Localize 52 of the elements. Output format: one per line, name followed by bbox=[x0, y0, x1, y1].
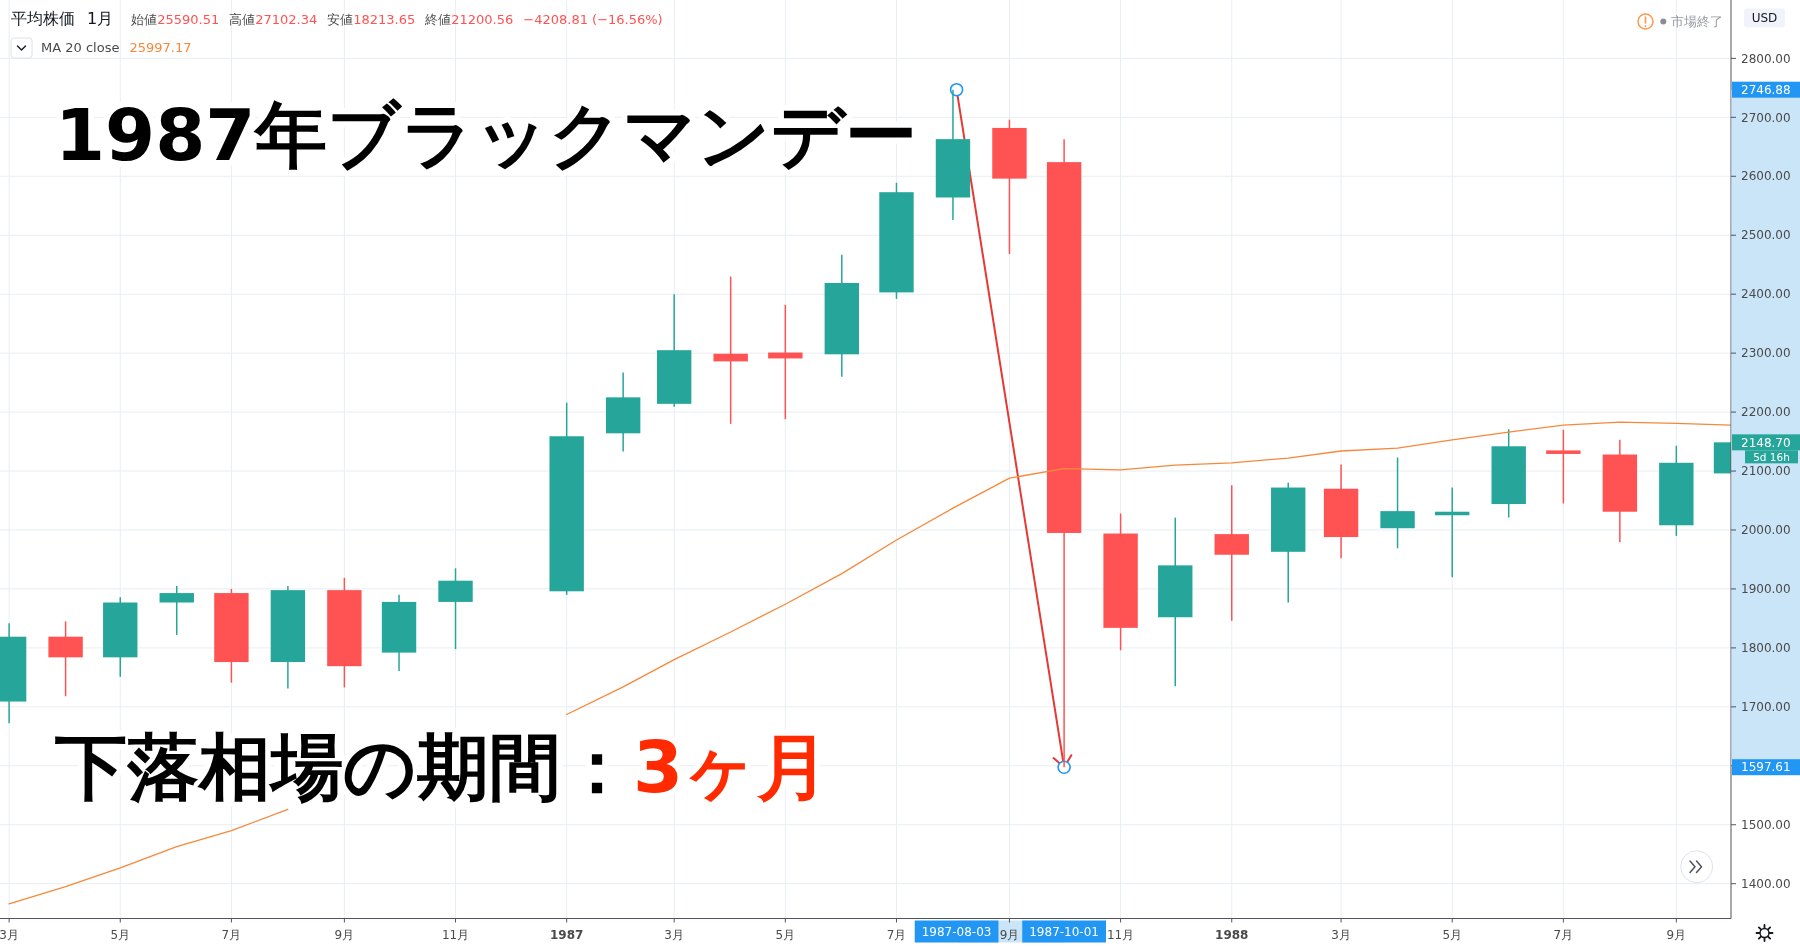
annotation: 25997.17 bbox=[129, 40, 192, 55]
candlestick bbox=[1546, 429, 1581, 505]
y-tick-label: 1800.00 bbox=[1741, 641, 1791, 656]
y-tick-label: 2600.00 bbox=[1741, 169, 1791, 184]
y-tick-label: 2100.00 bbox=[1741, 464, 1791, 479]
y-tick-label: 2746.88 bbox=[1741, 82, 1791, 97]
annotation: 3ヶ月 bbox=[633, 725, 830, 809]
y-tick-label: 2700.00 bbox=[1741, 110, 1791, 125]
y-tick-label: 1900.00 bbox=[1741, 582, 1791, 597]
x-tick-label: 7月 bbox=[221, 927, 242, 942]
candlestick bbox=[713, 275, 748, 425]
x-tick-label: 9月 bbox=[1666, 927, 1687, 942]
y-tick-label: 2000.00 bbox=[1741, 523, 1791, 538]
x-tick-label: 7月 bbox=[1553, 927, 1574, 942]
x-tick-label: 3月 bbox=[0, 927, 19, 942]
x-tick-label: 1987 bbox=[549, 927, 584, 942]
y-tick-label: 2500.00 bbox=[1741, 228, 1791, 243]
annotation: 市場終了 bbox=[1671, 14, 1723, 29]
x-tick-label: 7月 bbox=[886, 927, 907, 942]
x-tick-label: 9月 bbox=[334, 927, 355, 942]
x-tick-label: 9月 bbox=[999, 927, 1020, 942]
x-tick-label: 5月 bbox=[775, 927, 796, 942]
annotation: 終値21200.56 bbox=[424, 12, 514, 27]
x-tick-label: 3月 bbox=[664, 927, 684, 942]
y-tick-label: 2800.00 bbox=[1741, 51, 1791, 66]
x-tick-label: 1987-08-03 bbox=[921, 924, 992, 939]
y-tick-label: 1597.61 bbox=[1741, 760, 1791, 775]
x-tick-label: 1988 bbox=[1215, 927, 1249, 942]
x-tick-label: 3月 bbox=[1331, 927, 1351, 942]
y-tick-label: 2148.70 bbox=[1741, 435, 1791, 450]
x-tick-label: 5月 bbox=[1442, 927, 1463, 942]
y-tick-label: 2300.00 bbox=[1741, 346, 1791, 361]
annotation: 下落相場の期間： bbox=[55, 725, 633, 809]
annotation: 始値25590.51 bbox=[131, 12, 220, 27]
text: MA 20 close bbox=[41, 40, 120, 55]
y-tick-label: 1700.00 bbox=[1741, 700, 1791, 715]
text: 1月 bbox=[87, 9, 114, 28]
text: 5d 16h bbox=[1753, 450, 1790, 463]
y-tick-label: 1500.00 bbox=[1741, 817, 1791, 832]
annotation: 1987年ブラックマンデー bbox=[55, 93, 918, 177]
x-tick-label: 11月 bbox=[441, 927, 470, 942]
annotation: −4208.81 (−16.56%) bbox=[523, 12, 663, 27]
annotation: 安値18213.65 bbox=[327, 12, 416, 27]
y-axis-title: USD bbox=[1751, 11, 1778, 26]
x-tick-label: 1987-10-01 bbox=[1029, 924, 1099, 939]
y-tick-label: 2400.00 bbox=[1741, 287, 1791, 302]
text: 平均株価 bbox=[11, 9, 75, 28]
y-tick-label: 1400.00 bbox=[1741, 876, 1791, 891]
y-tick-label: 2200.00 bbox=[1741, 405, 1791, 420]
x-tick-label: 5月 bbox=[110, 927, 131, 942]
annotation: 高値27102.34 bbox=[229, 12, 318, 27]
x-tick-label: 11月 bbox=[1106, 927, 1135, 942]
